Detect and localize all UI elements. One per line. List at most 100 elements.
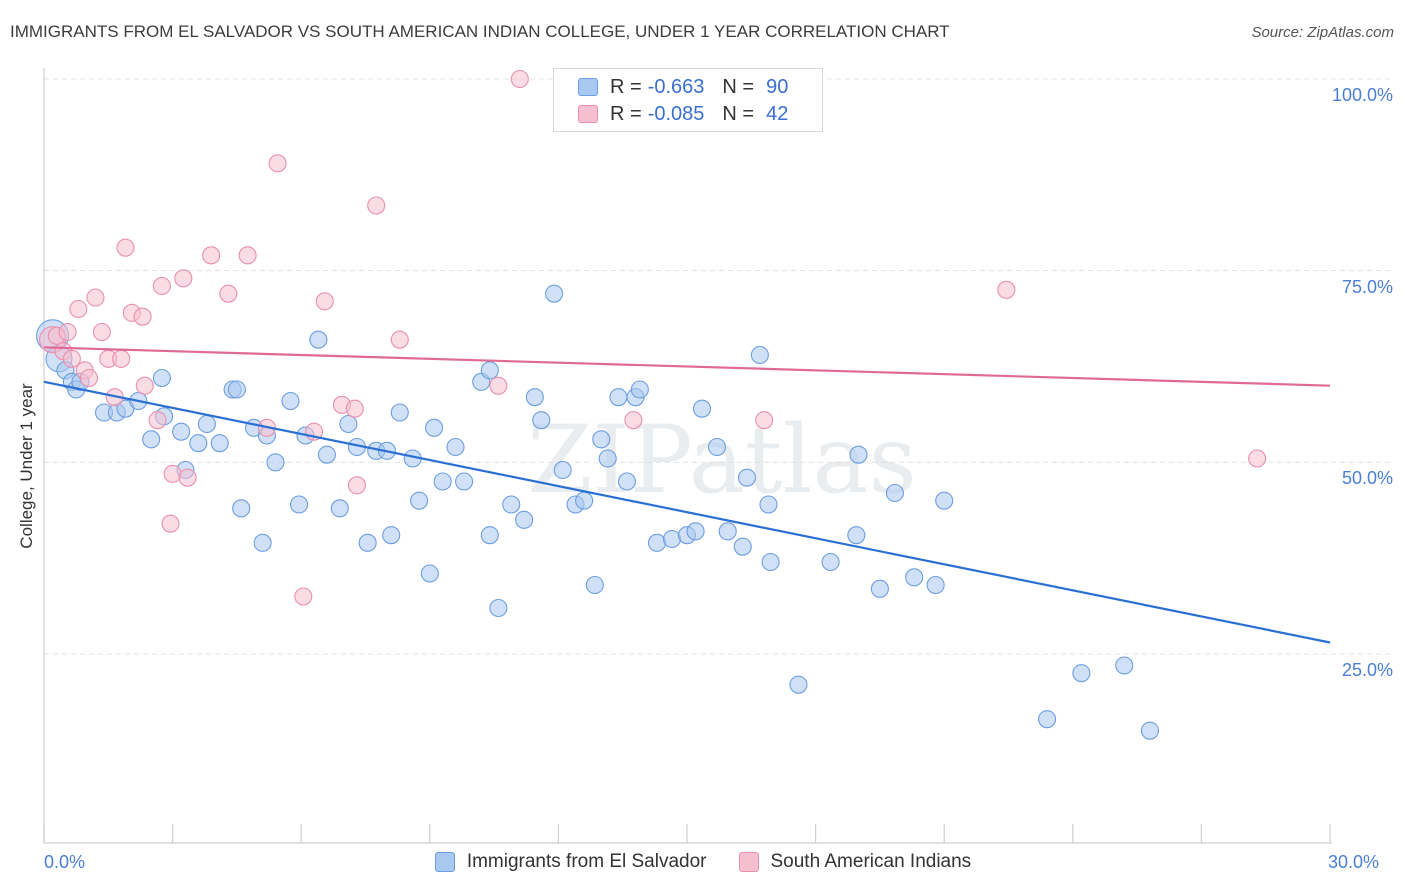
legend-swatch-pink [578, 105, 598, 123]
data-point-el-salvador [692, 399, 712, 418]
data-point-el-salvador [420, 564, 439, 583]
data-point-el-salvador [480, 361, 499, 380]
data-point-el-salvador [281, 391, 300, 411]
n-value-pink: 42 [766, 102, 789, 125]
data-point-south-american-indian [152, 276, 171, 296]
data-point-el-salvador [575, 491, 594, 510]
y-tick-label: 75.0% [1341, 276, 1393, 297]
data-point-el-salvador [210, 434, 229, 453]
y-tick-label: 100.0% [1331, 85, 1393, 105]
y-tick-label: 50.0% [1341, 468, 1393, 489]
data-point-el-salvador [358, 533, 377, 552]
series-south-american-indians [39, 69, 1267, 606]
data-point-south-american-indian [62, 349, 81, 368]
data-point-south-american-indian [69, 299, 88, 319]
data-point-el-salvador [761, 552, 780, 572]
data-point-el-salvador [1038, 710, 1057, 729]
data-point-el-salvador [821, 552, 840, 572]
data-point-el-salvador [617, 472, 637, 491]
data-point-south-american-indian [219, 284, 238, 303]
axes [43, 68, 1332, 844]
data-point-el-salvador [737, 468, 757, 487]
data-point-south-american-indian [510, 69, 529, 89]
data-point-el-salvador [849, 445, 868, 464]
data-point-el-salvador [1072, 664, 1091, 683]
n-label: N = [722, 75, 755, 98]
r-label: R = [610, 102, 642, 125]
data-point-el-salvador [189, 434, 208, 453]
data-point-el-salvador [455, 472, 474, 491]
data-point-el-salvador [905, 568, 924, 587]
data-point-el-salvador [662, 529, 682, 549]
x-tick-label-min: 0.0% [44, 852, 86, 872]
y-tick-label: 25.0% [1341, 660, 1393, 680]
source-label: Source: ZipAtlas.com [1251, 24, 1394, 41]
data-point-south-american-indian [116, 238, 135, 257]
legend-swatch-blue [434, 852, 455, 872]
data-point-south-american-indian [755, 411, 774, 430]
data-point-el-salvador [480, 526, 499, 545]
legend-label-el-salvador: Immigrants from El Salvador [466, 851, 707, 872]
legend-item-south-american-indians: South American Indians [738, 851, 972, 873]
data-point-el-salvador [515, 510, 534, 529]
data-point-el-salvador [290, 495, 309, 514]
n-value-blue: 90 [766, 75, 789, 98]
trend-line-south-american-indians [43, 346, 1331, 387]
data-point-south-american-indian [489, 376, 508, 395]
data-point-el-salvador [926, 575, 945, 595]
data-point-el-salvador [718, 522, 737, 541]
data-point-el-salvador [382, 526, 401, 545]
legend-swatch-pink [738, 852, 759, 872]
data-point-south-american-indian [161, 514, 180, 533]
data-point-south-american-indian [202, 246, 221, 265]
data-point-el-salvador [152, 368, 171, 388]
trend-line-el-salvador [43, 380, 1331, 644]
data-point-el-salvador [317, 445, 336, 464]
data-point-south-american-indian [997, 280, 1016, 299]
data-point-south-american-indian [268, 154, 287, 173]
data-point-el-salvador [592, 430, 611, 449]
data-point-el-salvador [759, 495, 778, 514]
data-point-south-american-indian [79, 368, 99, 388]
data-point-el-salvador [172, 422, 191, 441]
data-point-el-salvador [425, 418, 444, 437]
r-label: R = [610, 75, 642, 98]
data-point-el-salvador [647, 533, 667, 552]
data-point-el-salvador [1140, 721, 1160, 740]
data-point-el-salvador [686, 522, 705, 541]
data-point-south-american-indian [294, 587, 313, 606]
trend-lines [43, 346, 1331, 644]
data-point-el-salvador [502, 495, 521, 514]
data-point-el-salvador [266, 453, 285, 472]
data-point-south-american-indian [86, 288, 105, 307]
data-point-south-american-indian [148, 411, 167, 430]
data-point-el-salvador [598, 449, 617, 468]
data-point-south-american-indian [345, 399, 364, 418]
n-label: N = [722, 102, 755, 125]
data-point-el-salvador [309, 330, 328, 349]
data-point-south-american-indian [624, 411, 643, 430]
correlation-legend: R = -0.663 N = 90 R = -0.085 N = 42 [553, 68, 823, 132]
x-tick-label-max: 30.0% [1328, 852, 1380, 872]
legend-item-el-salvador: Immigrants from El Salvador [434, 851, 707, 873]
legend-label-south-american-indians: South American Indians [770, 851, 972, 872]
data-point-south-american-indian [174, 269, 193, 288]
data-point-el-salvador [390, 403, 409, 422]
data-point-el-salvador [197, 414, 216, 434]
series-legend: Immigrants from El Salvador South Americ… [0, 851, 1406, 873]
data-point-south-american-indian [135, 376, 154, 395]
data-point-south-american-indian [390, 330, 409, 349]
data-point-el-salvador [630, 380, 649, 399]
data-point-el-salvador [232, 499, 251, 518]
data-point-el-salvador [253, 533, 272, 552]
data-point-el-salvador [585, 575, 604, 595]
data-point-el-salvador [870, 579, 889, 598]
data-point-south-american-indian [163, 464, 182, 483]
r-value-pink: -0.085 [647, 102, 705, 125]
data-point-el-salvador [525, 388, 544, 407]
data-point-el-salvador [330, 499, 349, 518]
data-point-el-salvador [410, 491, 429, 510]
data-point-el-salvador [532, 411, 551, 430]
data-point-el-salvador [750, 345, 769, 365]
data-point-el-salvador [1115, 656, 1134, 675]
